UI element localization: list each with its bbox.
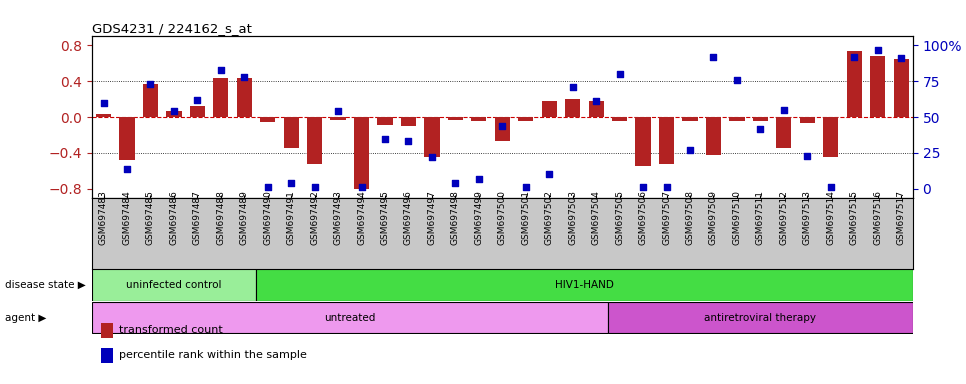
Bar xyxy=(92,302,608,333)
Bar xyxy=(682,117,697,121)
Bar xyxy=(846,51,862,117)
Point xyxy=(283,180,298,186)
Bar xyxy=(518,117,533,121)
Point xyxy=(119,166,134,172)
Bar xyxy=(120,117,134,160)
Point xyxy=(424,154,440,161)
Text: transformed count: transformed count xyxy=(119,325,222,335)
Point xyxy=(542,171,557,177)
Bar xyxy=(636,117,651,166)
Bar xyxy=(307,117,323,164)
Point xyxy=(823,184,838,190)
Bar xyxy=(92,270,256,301)
Bar xyxy=(777,117,791,149)
Point xyxy=(636,184,651,190)
Bar xyxy=(354,117,369,189)
Text: HIV1-HAND: HIV1-HAND xyxy=(555,280,613,290)
Point xyxy=(237,74,252,80)
Bar xyxy=(823,117,838,157)
Point xyxy=(870,47,886,53)
Point xyxy=(682,147,697,153)
Bar xyxy=(565,99,581,117)
Point xyxy=(800,153,815,159)
Point xyxy=(401,138,416,144)
Text: percentile rank within the sample: percentile rank within the sample xyxy=(119,350,306,360)
Point xyxy=(189,97,205,103)
Point xyxy=(213,67,229,73)
Point xyxy=(518,184,533,190)
Bar xyxy=(96,114,111,117)
Bar xyxy=(706,117,721,155)
Point xyxy=(753,126,768,132)
Point xyxy=(846,54,862,60)
Bar xyxy=(284,117,298,149)
Bar xyxy=(213,78,228,117)
Text: untreated: untreated xyxy=(325,313,376,323)
Point xyxy=(776,107,791,113)
Point xyxy=(447,180,463,186)
Text: uninfected control: uninfected control xyxy=(127,280,221,290)
Bar xyxy=(166,111,182,117)
Point xyxy=(495,122,510,129)
Text: GDS4231 / 224162_s_at: GDS4231 / 224162_s_at xyxy=(92,22,252,35)
Bar xyxy=(256,270,913,301)
Point xyxy=(307,184,323,190)
Bar xyxy=(424,117,440,157)
Bar xyxy=(894,59,909,117)
Bar xyxy=(870,56,885,117)
Point xyxy=(611,71,627,77)
Bar xyxy=(495,117,510,141)
Bar xyxy=(729,117,745,121)
Point xyxy=(330,108,346,114)
Point xyxy=(706,54,722,60)
Bar xyxy=(143,84,158,117)
Point xyxy=(588,98,604,104)
Point xyxy=(729,77,745,83)
Text: antiretroviral therapy: antiretroviral therapy xyxy=(704,313,816,323)
Point xyxy=(659,184,674,190)
Point xyxy=(143,81,158,87)
Bar xyxy=(659,117,674,164)
Point xyxy=(378,136,393,142)
Point xyxy=(96,100,111,106)
Bar xyxy=(401,117,416,126)
Point xyxy=(260,184,275,190)
Point xyxy=(565,84,581,90)
Bar xyxy=(612,117,627,121)
Text: disease state ▶: disease state ▶ xyxy=(5,280,86,290)
Bar xyxy=(753,117,768,121)
Point xyxy=(354,184,369,190)
Bar xyxy=(471,117,487,121)
Point xyxy=(894,55,909,61)
Bar xyxy=(448,117,463,120)
Bar xyxy=(237,78,252,117)
Point xyxy=(471,176,487,182)
Bar xyxy=(378,117,392,125)
Bar xyxy=(588,101,604,117)
Text: agent ▶: agent ▶ xyxy=(5,313,46,323)
Bar xyxy=(330,117,346,120)
Bar xyxy=(260,117,275,122)
Bar xyxy=(800,117,815,123)
Bar xyxy=(608,302,913,333)
Bar xyxy=(189,106,205,117)
Bar xyxy=(542,101,556,117)
Point xyxy=(166,108,182,114)
